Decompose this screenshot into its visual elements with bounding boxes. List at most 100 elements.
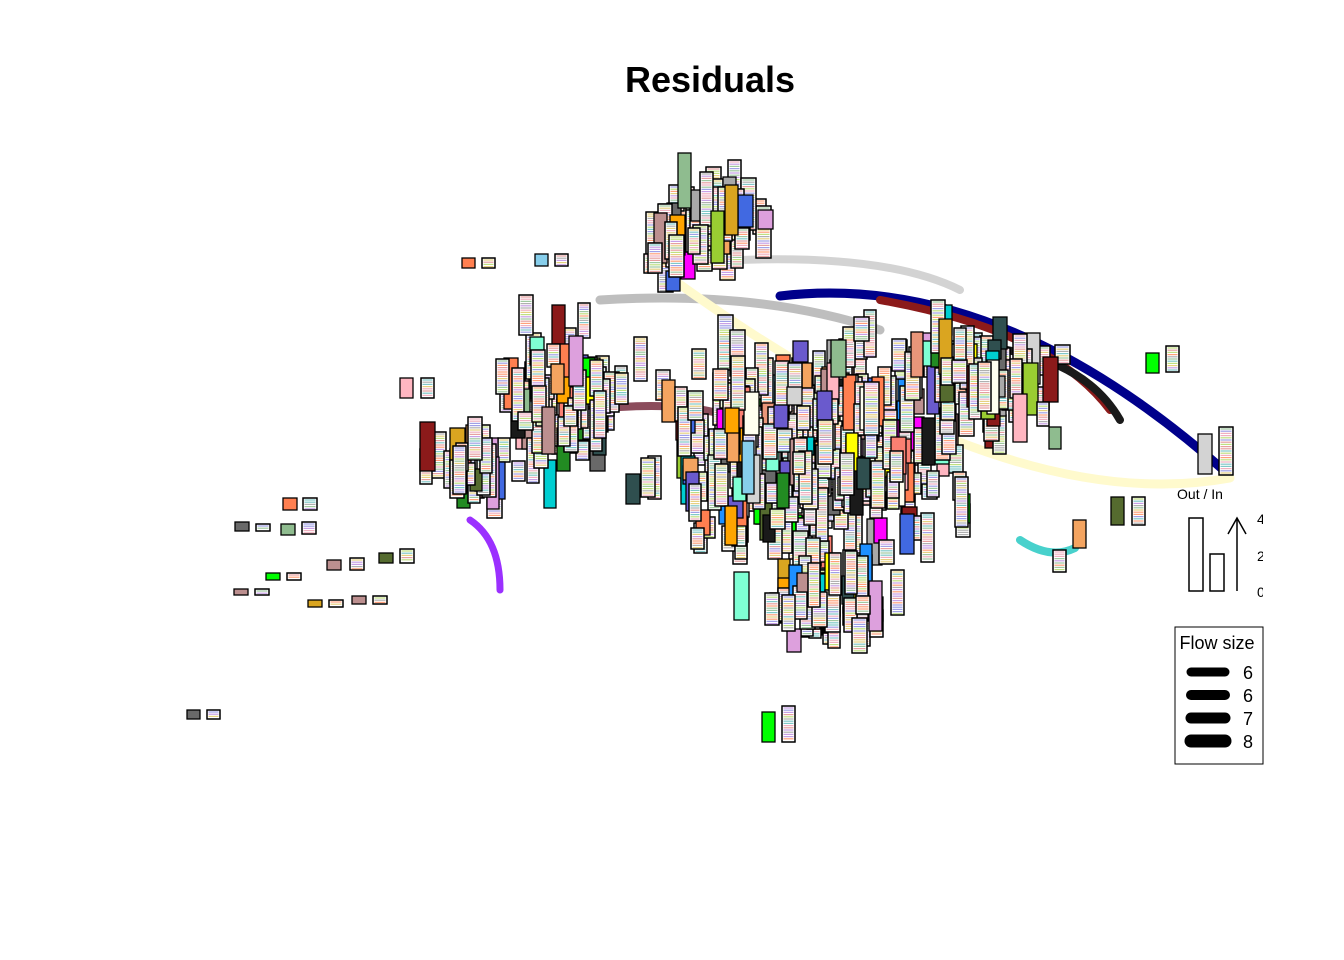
- node-bar: [796, 405, 811, 431]
- node-bar: [863, 381, 880, 436]
- node-bar: [868, 580, 883, 632]
- flow-size-label-3: 7: [1243, 709, 1253, 729]
- node-bar: [853, 316, 870, 342]
- bar-legend-tick-mid: 2: [1257, 548, 1265, 564]
- node-bar: [1110, 496, 1125, 526]
- node-bar: [546, 343, 561, 368]
- node-bar: [677, 152, 692, 209]
- flow-line: [655, 265, 1235, 489]
- node-bar: [1012, 393, 1028, 443]
- node-bar: [786, 386, 803, 406]
- node-bar: [1165, 345, 1180, 373]
- node-bar: [690, 527, 705, 550]
- node-bar: [497, 437, 511, 463]
- node-bar: [302, 497, 318, 511]
- node-bar: [286, 572, 302, 581]
- node-bar: [769, 508, 786, 530]
- node-bar: [575, 440, 590, 461]
- node-bar: [878, 539, 895, 565]
- node-bar: [743, 391, 760, 436]
- node-bar: [1197, 433, 1213, 475]
- flow-size-legend: Flow size 6 6 7 8: [1174, 626, 1264, 765]
- node-bar: [467, 416, 483, 461]
- node-bar: [890, 569, 905, 616]
- bar-legend-tick-bottom: 0: [1257, 584, 1265, 600]
- bar-legend-tick-top: 4: [1257, 511, 1265, 527]
- node-bar: [741, 440, 755, 495]
- node-bar: [419, 421, 436, 472]
- node-bar: [786, 628, 802, 653]
- node-bar: [614, 372, 629, 405]
- node-bar: [399, 377, 414, 399]
- node-bars: [186, 152, 1234, 743]
- node-bar: [773, 404, 789, 429]
- node-bar: [712, 368, 729, 401]
- node-bar: [855, 595, 871, 615]
- node-bar: [910, 331, 924, 378]
- node-bar: [830, 339, 847, 378]
- node-bar: [1072, 519, 1087, 549]
- node-bar: [625, 473, 641, 505]
- node-bar: [307, 599, 323, 608]
- bar-legend-label: Out / In: [1177, 486, 1223, 502]
- flow-line: [595, 293, 885, 335]
- node-bar: [940, 357, 954, 386]
- node-bar: [889, 450, 904, 483]
- node-bar: [282, 497, 298, 511]
- node-bar: [687, 390, 704, 421]
- bar-legend-out-bar: [1188, 517, 1204, 592]
- node-bar: [349, 557, 365, 571]
- node-bar: [254, 588, 270, 596]
- node-bar: [1036, 401, 1050, 427]
- node-bar: [372, 595, 388, 605]
- flow-size-label-4: 8: [1243, 732, 1253, 752]
- bar-legend: Out / In 4 2 0: [1177, 486, 1344, 605]
- node-bar: [714, 463, 729, 507]
- node-bar: [206, 709, 221, 720]
- node-bar: [792, 451, 806, 475]
- node-bar: [186, 709, 201, 720]
- node-bar: [920, 512, 935, 563]
- node-bar: [563, 405, 578, 427]
- node-bar: [724, 407, 740, 434]
- node-bar: [792, 340, 809, 363]
- bar-legend-arrow-head: [1227, 516, 1247, 535]
- node-bar: [234, 521, 250, 532]
- node-bar: [378, 552, 394, 564]
- node-bar: [687, 227, 701, 255]
- node-bar: [568, 335, 584, 387]
- node-bar: [461, 257, 476, 269]
- node-bar: [399, 548, 415, 564]
- node-bar: [761, 711, 776, 743]
- node-bar: [899, 513, 915, 555]
- node-bar: [255, 523, 271, 532]
- node-bar: [954, 476, 969, 528]
- flow-line: [1016, 536, 1079, 557]
- node-bar: [815, 487, 829, 542]
- node-bar: [851, 617, 868, 654]
- node-bar: [691, 348, 707, 380]
- node-bar: [781, 594, 796, 632]
- node-bar: [787, 362, 803, 390]
- node-bar: [710, 210, 725, 264]
- node-bar: [593, 390, 607, 439]
- node-bar: [668, 234, 685, 278]
- flow-line: [696, 255, 964, 294]
- node-bar: [724, 505, 738, 546]
- flow-line: [466, 516, 504, 594]
- node-bar: [265, 572, 281, 581]
- node-bar: [301, 521, 317, 535]
- node-bar: [1048, 426, 1062, 450]
- node-bar: [839, 452, 855, 496]
- node-bar: [757, 209, 774, 230]
- flow-size-label-1: 6: [1243, 663, 1253, 683]
- bar-legend-in-bar: [1209, 553, 1225, 592]
- node-bar: [781, 705, 796, 743]
- node-bar: [733, 571, 750, 621]
- node-bar: [844, 550, 858, 595]
- node-bar: [1009, 358, 1023, 399]
- node-bar: [688, 483, 702, 522]
- node-bar: [420, 377, 435, 399]
- node-bar: [951, 359, 968, 384]
- node-bar: [828, 552, 842, 596]
